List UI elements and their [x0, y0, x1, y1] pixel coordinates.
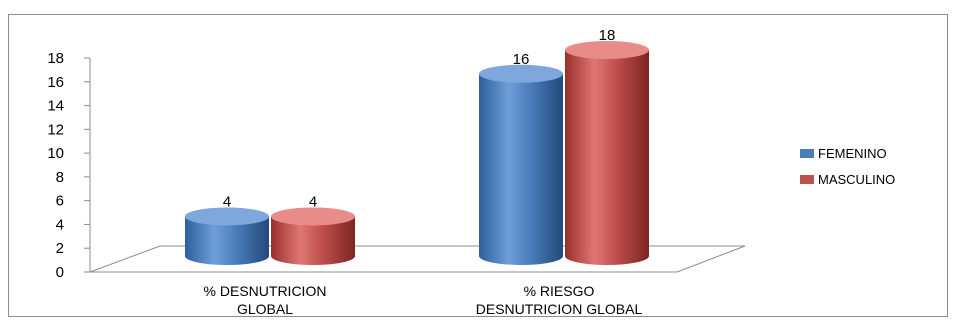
bar-body: [565, 50, 649, 265]
data-label: 16: [513, 51, 530, 68]
bar-top: [479, 64, 563, 83]
legend-label: FEMENINO: [818, 146, 887, 161]
legend-swatch: [800, 149, 814, 158]
bar-top: [271, 207, 355, 226]
legend-item-masculino: MASCULINO: [800, 172, 895, 187]
y-tick-label: 12: [47, 121, 64, 138]
chart-floor: [89, 245, 746, 273]
bar-masculino-0: [271, 207, 355, 265]
y-tick-label: 10: [47, 145, 64, 162]
y-tick-label: 0: [56, 264, 64, 281]
y-tick-label: 16: [47, 74, 64, 91]
chart-frame: [8, 14, 948, 317]
y-tick-label: 14: [47, 98, 64, 115]
y-tick-label: 2: [56, 240, 64, 257]
y-tick-label: 18: [47, 50, 64, 67]
data-label: 4: [223, 193, 231, 210]
bar-femenino-0: [185, 207, 269, 265]
y-tick-label: 8: [56, 169, 64, 186]
category-label: % RIESGO DESNUTRICION GLOBAL: [476, 283, 643, 317]
bar-body: [479, 73, 563, 266]
category-label: % DESNUTRICION GLOBAL: [204, 283, 327, 317]
bar-top: [565, 41, 649, 59]
data-label: 4: [309, 193, 317, 210]
bar-body: [271, 216, 355, 265]
legend-swatch: [800, 175, 814, 184]
y-tick-label: 4: [56, 216, 64, 233]
bar-femenino-1: [479, 64, 563, 266]
legend-label: MASCULINO: [818, 172, 895, 187]
bar-top: [185, 207, 269, 226]
y-tick-label: 6: [56, 193, 64, 210]
data-label: 18: [599, 27, 616, 44]
legend-item-femenino: FEMENINO: [800, 146, 887, 161]
bar-masculino-1: [565, 41, 649, 265]
bar-body: [185, 216, 269, 265]
